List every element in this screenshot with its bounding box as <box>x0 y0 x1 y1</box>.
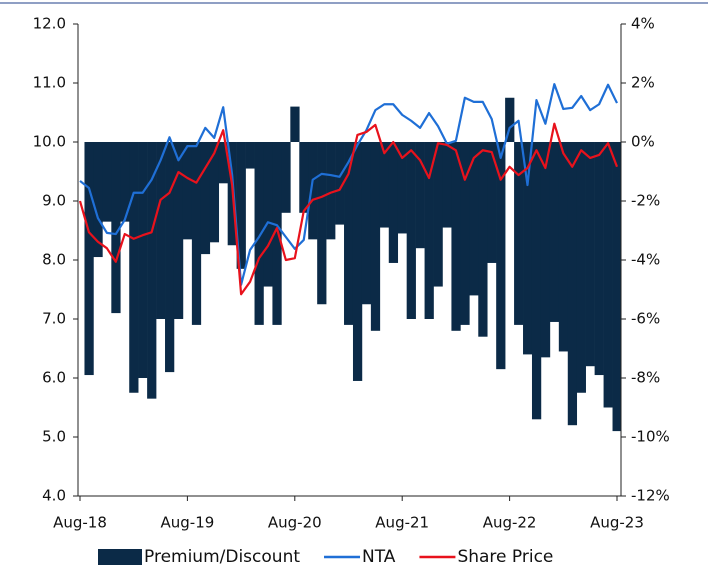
x-tick-label: Aug-23 <box>590 514 644 532</box>
bar <box>236 142 246 269</box>
bar <box>200 142 211 255</box>
legend-label: Share Price <box>457 547 553 567</box>
bar <box>576 142 586 393</box>
bar <box>415 142 425 249</box>
y-tick-label: 9.0 <box>42 192 66 210</box>
bar <box>612 142 621 432</box>
bar <box>147 142 157 399</box>
bar <box>603 142 613 408</box>
bar <box>487 142 497 263</box>
bar <box>182 142 193 240</box>
bar <box>406 142 416 319</box>
bar <box>361 142 372 305</box>
y2-tick-label: -2% <box>631 192 660 210</box>
y2-tick-label: -6% <box>631 310 660 328</box>
bar <box>424 142 434 319</box>
x-tick-label: Aug-22 <box>483 514 537 532</box>
bar <box>254 142 264 325</box>
bar <box>370 142 381 331</box>
bar <box>451 142 461 331</box>
y2-tick-label: -8% <box>631 369 660 387</box>
bar <box>388 142 399 263</box>
bar <box>245 142 255 169</box>
y2-tick-label: 4% <box>631 15 655 33</box>
bar <box>540 142 551 358</box>
y-tick-label: 11.0 <box>33 74 66 92</box>
bar <box>531 142 542 420</box>
bar <box>165 142 175 373</box>
bar <box>218 142 228 184</box>
legend-label: NTA <box>362 547 396 567</box>
bar <box>585 142 595 367</box>
y2-tick-label: 2% <box>631 74 655 92</box>
x-tick-label: Aug-21 <box>375 514 429 532</box>
bar <box>344 142 354 325</box>
bar <box>460 142 470 325</box>
bar <box>469 142 479 296</box>
bar <box>290 106 300 142</box>
y-tick-label: 5.0 <box>42 428 66 446</box>
x-tick-label: Aug-19 <box>161 514 215 532</box>
bar <box>102 142 112 222</box>
y-tick-label: 12.0 <box>33 15 66 33</box>
bar <box>478 142 488 337</box>
bar <box>433 142 443 287</box>
y-tick-label: 7.0 <box>42 310 66 328</box>
bar <box>191 142 202 325</box>
bar <box>442 142 452 228</box>
bar <box>549 142 560 322</box>
x-tick-label: Aug-18 <box>53 514 107 532</box>
bar <box>523 142 533 355</box>
line <box>78 122 619 296</box>
bar <box>111 142 121 314</box>
bar <box>317 142 327 305</box>
bar <box>84 142 94 376</box>
bar <box>272 142 282 325</box>
legend-label: Premium/Discount <box>144 547 300 567</box>
bar <box>93 142 103 258</box>
y2-tick-label: 0% <box>631 133 655 151</box>
bar <box>352 142 363 381</box>
bar <box>326 142 336 240</box>
bar <box>156 142 166 319</box>
bar <box>514 142 524 325</box>
bar <box>120 142 130 222</box>
bar <box>496 142 506 370</box>
bar <box>281 142 291 213</box>
legend-swatch <box>98 549 142 565</box>
bar <box>567 142 578 426</box>
bar <box>173 142 184 319</box>
bar <box>129 142 139 393</box>
y2-tick-label: -12% <box>631 487 670 505</box>
bar <box>505 97 515 142</box>
bar <box>594 142 604 376</box>
x-tick-label: Aug-20 <box>268 514 322 532</box>
bar <box>299 142 309 213</box>
bar <box>308 142 318 240</box>
y-tick-label: 8.0 <box>42 251 66 269</box>
y-tick-label: 10.0 <box>33 133 66 151</box>
bar <box>379 142 390 228</box>
bar <box>335 142 345 225</box>
bar <box>558 142 569 352</box>
bar <box>263 142 273 287</box>
bar <box>397 142 407 234</box>
y2-tick-label: -10% <box>631 428 670 446</box>
bar <box>138 142 148 378</box>
y-tick-label: 4.0 <box>42 487 66 505</box>
y2-tick-label: -4% <box>631 251 660 269</box>
bar <box>209 142 220 243</box>
y-tick-label: 6.0 <box>42 369 66 387</box>
line <box>79 83 618 286</box>
